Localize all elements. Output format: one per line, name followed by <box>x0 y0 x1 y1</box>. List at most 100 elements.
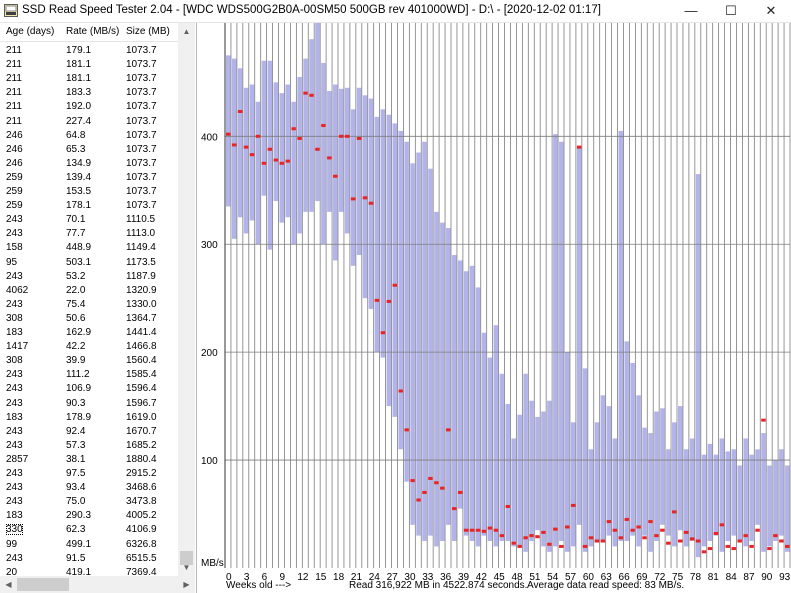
table-row[interactable]: 211 192.0 1073.7 <box>0 100 178 114</box>
table-row[interactable]: 243 75.4 1330.0 <box>0 298 178 312</box>
table-row[interactable]: 259 178.1 1073.7 <box>0 199 178 213</box>
rate-cell: 70.1 <box>66 214 86 226</box>
horizontal-scrollbar[interactable]: ◀ ▶ <box>0 576 195 593</box>
average-marker <box>410 479 415 483</box>
table-row[interactable]: 158 448.9 1149.4 <box>0 241 178 255</box>
size-cell: 3473.8 <box>126 496 157 508</box>
size-cell: 1596.4 <box>126 383 157 395</box>
average-marker <box>475 528 481 532</box>
size-cell: 6515.5 <box>126 552 157 564</box>
range-bar <box>666 449 671 536</box>
table-row[interactable]: 95 503.1 1173.5 <box>0 256 178 270</box>
table-row[interactable]: 243 75.0 3473.8 <box>0 495 178 509</box>
table-row[interactable]: 211 181.1 1073.7 <box>0 58 178 72</box>
table-row[interactable]: 243 106.9 1596.4 <box>0 382 178 396</box>
average-marker <box>624 517 629 521</box>
table-row[interactable]: 259 139.4 1073.7 <box>0 171 178 185</box>
age-cell: 2857 <box>6 453 29 465</box>
range-bar <box>350 109 356 266</box>
table-row[interactable]: 330 62.3 4106.9 <box>0 523 178 537</box>
table-row[interactable]: 211 227.4 1073.7 <box>0 115 178 129</box>
average-marker <box>695 539 701 543</box>
vertical-scrollbar[interactable]: ▲ ▼ <box>178 23 195 576</box>
average-marker <box>434 481 439 485</box>
range-bar <box>719 438 725 552</box>
table-row[interactable]: 183 162.9 1441.4 <box>0 326 178 340</box>
table-row[interactable]: 2857 38.1 1880.4 <box>0 453 178 467</box>
average-marker <box>243 145 249 149</box>
table-row[interactable]: 183 290.3 4005.2 <box>0 509 178 523</box>
average-marker <box>642 536 647 540</box>
table-row[interactable]: 243 57.3 1685.2 <box>0 439 178 453</box>
x-tick-label: 48 <box>511 572 523 583</box>
table-row[interactable]: 211 181.1 1073.7 <box>0 72 178 86</box>
scroll-right-arrow-icon[interactable]: ▶ <box>183 580 190 589</box>
table-row[interactable]: 246 64.8 1073.7 <box>0 129 178 143</box>
table-row[interactable]: 246 65.3 1073.7 <box>0 143 178 157</box>
size-cell: 1073.7 <box>126 157 157 169</box>
table-row[interactable]: 243 90.3 1596.7 <box>0 397 178 411</box>
size-cell: 3468.6 <box>126 482 157 494</box>
average-marker <box>755 528 760 532</box>
age-cell: 246 <box>6 143 23 155</box>
table-row[interactable]: 99 499.1 6326.8 <box>0 538 178 552</box>
read-summary: Read 316,922 MB in 4522.874 seconds. <box>349 580 528 591</box>
rate-cell: 75.4 <box>66 298 86 310</box>
table-row[interactable]: 243 97.5 2915.2 <box>0 467 178 481</box>
rate-cell: 139.4 <box>66 171 92 183</box>
average-marker <box>618 536 623 540</box>
average-marker <box>350 197 356 201</box>
average-marker <box>428 476 433 480</box>
table-row[interactable]: 183 178.9 1619.0 <box>0 411 178 425</box>
range-bar <box>380 109 386 358</box>
average-marker <box>582 544 588 548</box>
range-bar <box>642 427 647 536</box>
table-row[interactable]: 20 419.1 7369.4 <box>0 566 178 580</box>
average-marker <box>719 523 725 527</box>
range-bar <box>713 454 719 536</box>
range-bar <box>576 147 582 525</box>
table-row[interactable]: 308 39.9 1560.4 <box>0 354 178 368</box>
horizontal-scroll-thumb[interactable] <box>17 578 69 591</box>
x-tick-label: 42 <box>476 572 488 583</box>
table-row[interactable]: 243 70.1 1110.5 <box>0 213 178 227</box>
scroll-down-arrow-icon[interactable]: ▼ <box>182 563 191 572</box>
x-tick-label: 87 <box>743 572 755 583</box>
table-row[interactable]: 243 91.5 6515.5 <box>0 552 178 566</box>
table-row[interactable]: 259 153.5 1073.7 <box>0 185 178 199</box>
column-header-rate[interactable]: Rate (MB/s) <box>66 26 120 37</box>
average-marker <box>315 147 320 151</box>
table-row[interactable]: 243 111.2 1585.4 <box>0 368 178 382</box>
table-row[interactable]: 4062 22.0 1320.9 <box>0 284 178 298</box>
age-cell: 183 <box>6 510 23 522</box>
size-cell: 1073.7 <box>126 171 157 183</box>
table-row[interactable]: 243 53.2 1187.9 <box>0 270 178 284</box>
table-row[interactable]: 246 134.9 1073.7 <box>0 157 178 171</box>
x-tick-label: 51 <box>529 572 541 583</box>
scroll-thumb[interactable] <box>180 551 193 565</box>
close-button[interactable]: ✕ <box>765 3 777 18</box>
maximize-button[interactable]: ☐ <box>725 3 737 18</box>
range-bar <box>267 60 273 250</box>
scroll-left-arrow-icon[interactable]: ◀ <box>5 580 12 589</box>
table-row[interactable]: 243 93.4 3468.6 <box>0 481 178 495</box>
size-cell: 1113.0 <box>126 228 156 240</box>
file-list-panel[interactable]: Age (days) Rate (MB/s) Size (MB) 211 179.… <box>0 23 197 593</box>
table-row[interactable]: 243 77.7 1113.0 <box>0 227 178 241</box>
range-bar <box>707 443 713 542</box>
table-row[interactable]: 211 179.1 1073.7 <box>0 44 178 58</box>
column-header-age[interactable]: Age (days) <box>6 26 55 37</box>
scroll-up-arrow-icon[interactable]: ▲ <box>182 27 191 36</box>
range-bar <box>547 400 552 552</box>
average-marker <box>273 158 279 162</box>
rate-cell: 227.4 <box>66 115 92 127</box>
table-row[interactable]: 243 92.4 1670.7 <box>0 425 178 439</box>
range-bar <box>731 449 736 536</box>
table-row[interactable]: 1417 42.2 1466.8 <box>0 340 178 354</box>
column-header-size[interactable]: Size (MB) <box>126 26 170 37</box>
table-row[interactable]: 308 50.6 1364.7 <box>0 312 178 326</box>
age-cell: 95 <box>6 256 18 268</box>
minimize-button[interactable]: — <box>684 3 698 18</box>
table-row[interactable]: 211 183.3 1073.7 <box>0 86 178 100</box>
rate-cell: 53.2 <box>66 270 86 282</box>
